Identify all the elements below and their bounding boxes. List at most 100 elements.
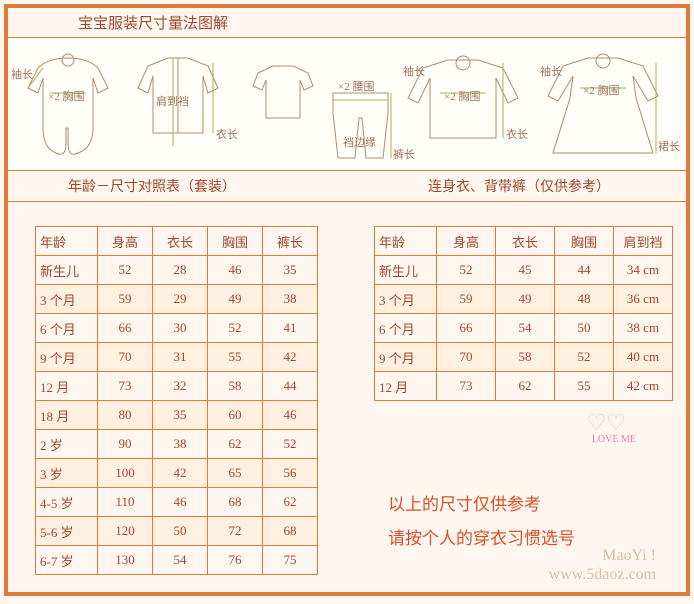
cell: 2 岁: [36, 430, 98, 459]
cell: 73: [98, 372, 153, 401]
cell: 56: [263, 459, 318, 488]
table-row: 新生儿52284635: [36, 256, 318, 285]
lbl-x2-2: ×2 胸围: [444, 88, 480, 104]
loveme-text: LOVE ME: [592, 434, 636, 445]
cell: 52: [98, 256, 153, 285]
cell: 68: [208, 488, 263, 517]
cell: 59: [437, 285, 496, 314]
cell: 42 cm: [614, 372, 673, 401]
cell: 130: [98, 546, 153, 575]
subheadings: 年龄－尺寸对照表（套装） 连身衣、背带裤（仅供参考）: [8, 171, 686, 202]
cell: 55: [208, 343, 263, 372]
lbl-pants: 裤长: [393, 146, 415, 162]
table-row: 2 岁90386252: [36, 430, 318, 459]
cell: 52: [555, 343, 614, 372]
lbl-x2-3: ×2 胸围: [583, 82, 619, 98]
cell: 52: [208, 314, 263, 343]
col-header: 胸围: [208, 227, 263, 256]
cell: 42: [153, 459, 208, 488]
col-header: 年龄: [375, 227, 437, 256]
lbl-crotch: 裆边缘: [343, 134, 376, 150]
cell: 110: [98, 488, 153, 517]
cell: 120: [98, 517, 153, 546]
cell: 31: [153, 343, 208, 372]
cell: 18 月: [36, 401, 98, 430]
cell: 100: [98, 459, 153, 488]
table-row: 3 个月59294938: [36, 285, 318, 314]
lbl-sleeve1: 袖长: [11, 66, 33, 82]
lbl-length2: 衣长: [506, 126, 528, 142]
cell: 9 个月: [36, 343, 98, 372]
col-header: 身高: [98, 227, 153, 256]
table-row: 6 个月66305241: [36, 314, 318, 343]
cell: 45: [496, 256, 555, 285]
cell: 62: [496, 372, 555, 401]
note-line-2: 请按个人的穿衣习惯选号: [388, 522, 575, 556]
cell: 49: [208, 285, 263, 314]
cell: 58: [208, 372, 263, 401]
table-row: 5-6 岁120507268: [36, 517, 318, 546]
cell: 12 月: [36, 372, 98, 401]
cell: 73: [437, 372, 496, 401]
table-row: 12 月73625542 cm: [375, 372, 673, 401]
col-header: 裤长: [263, 227, 318, 256]
watermark: MaoYi ! www.5daoz.com: [549, 546, 656, 584]
cell: 60: [208, 401, 263, 430]
cell: 52: [437, 256, 496, 285]
subhead-right: 连身衣、背带裤（仅供参考）: [368, 176, 610, 196]
cell: 70: [437, 343, 496, 372]
cell: 38: [153, 430, 208, 459]
cell: 12 月: [375, 372, 437, 401]
size-table-2: 年龄身高衣长胸围肩到裆新生儿52454434 cm3 个月59494836 cm…: [374, 226, 673, 401]
cell: 54: [153, 546, 208, 575]
cell: 30: [153, 314, 208, 343]
cell: 50: [153, 517, 208, 546]
cell: 44: [555, 256, 614, 285]
size-table-1: 年龄身高衣长胸围裤长新生儿522846353 个月592949386 个月663…: [35, 226, 318, 575]
cell: 52: [263, 430, 318, 459]
cell: 新生儿: [36, 256, 98, 285]
cell: 66: [98, 314, 153, 343]
cell: 49: [496, 285, 555, 314]
cell: 55: [555, 372, 614, 401]
lbl-shoulder: 肩到裆: [156, 93, 189, 109]
lbl-length1: 衣长: [216, 126, 238, 142]
table-row: 4-5 岁110466862: [36, 488, 318, 517]
cell: 42: [263, 343, 318, 372]
cell: 72: [208, 517, 263, 546]
cell: 90: [98, 430, 153, 459]
table-row: 9 个月70315542: [36, 343, 318, 372]
table-row: 6 个月66545038 cm: [375, 314, 673, 343]
cell: 54: [496, 314, 555, 343]
outer-frame: 宝宝服装尺寸量法图解: [4, 4, 690, 596]
table-row: 18 月80356046: [36, 401, 318, 430]
cell: 70: [98, 343, 153, 372]
cell: 59: [98, 285, 153, 314]
cell: 38: [263, 285, 318, 314]
cell: 40 cm: [614, 343, 673, 372]
table-row: 6-7 岁130547675: [36, 546, 318, 575]
table-row: 3 个月59494836 cm: [375, 285, 673, 314]
cell: 35: [153, 401, 208, 430]
cell: 38 cm: [614, 314, 673, 343]
watermark-line-2: www.5daoz.com: [549, 565, 656, 584]
lbl-x2-1: ×2 胸围: [48, 88, 84, 104]
cell: 41: [263, 314, 318, 343]
note-line-1: 以上的尺寸仅供参考: [388, 488, 575, 522]
col-header: 身高: [437, 227, 496, 256]
table-row: 新生儿52454434 cm: [375, 256, 673, 285]
cell: 6-7 岁: [36, 546, 98, 575]
cell: 9 个月: [375, 343, 437, 372]
cell: 66: [437, 314, 496, 343]
table-row: 9 个月70585240 cm: [375, 343, 673, 372]
cell: 80: [98, 401, 153, 430]
cell: 32: [153, 372, 208, 401]
cell: 3 个月: [375, 285, 437, 314]
cell: 3 个月: [36, 285, 98, 314]
col-header: 肩到裆: [614, 227, 673, 256]
cell: 36 cm: [614, 285, 673, 314]
tables-area: 年龄身高衣长胸围裤长新生儿522846353 个月592949386 个月663…: [8, 202, 686, 594]
cell: 28: [153, 256, 208, 285]
lbl-sleeve2: 袖长: [403, 63, 425, 79]
cell: 76: [208, 546, 263, 575]
